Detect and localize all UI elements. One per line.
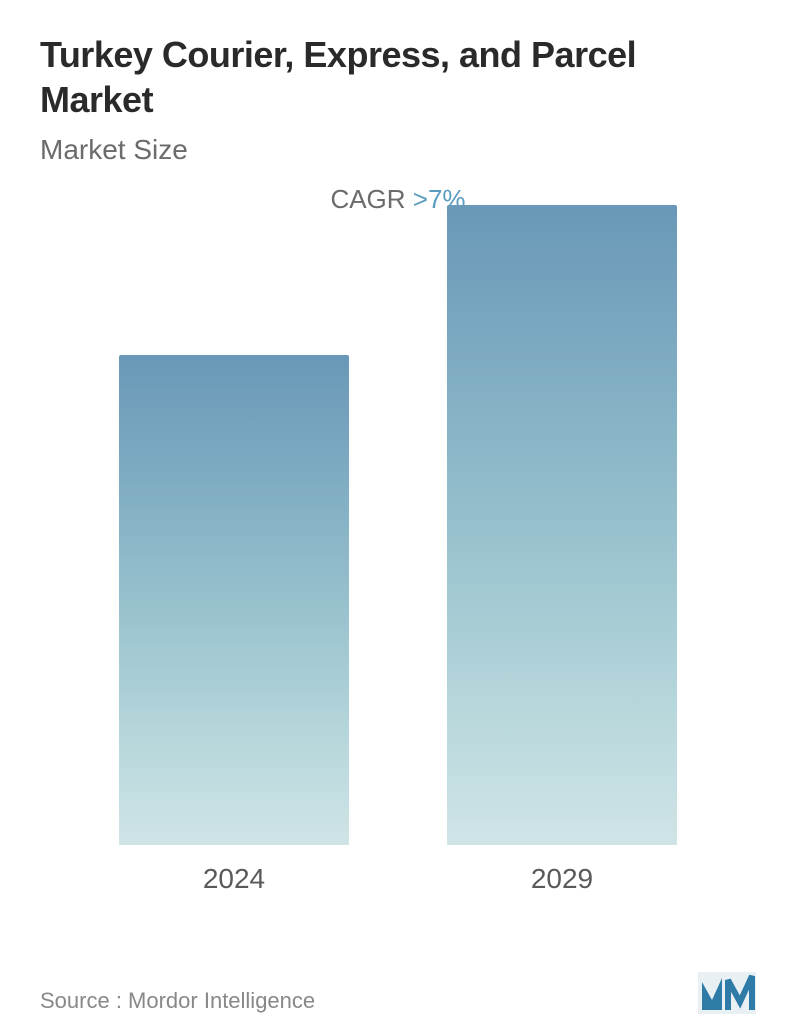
bar-group-2024: 2024 — [104, 355, 364, 895]
bar-group-2029: 2029 — [432, 205, 692, 895]
source-text: Source : Mordor Intelligence — [40, 988, 315, 1014]
mordor-logo-icon — [698, 972, 756, 1014]
chart-subtitle: Market Size — [40, 134, 756, 166]
bar-label-2024: 2024 — [203, 863, 265, 895]
bar-2029 — [447, 205, 677, 845]
bar-label-2029: 2029 — [531, 863, 593, 895]
chart-title: Turkey Courier, Express, and Parcel Mark… — [40, 32, 756, 122]
cagr-label: CAGR — [330, 184, 412, 214]
chart-footer: Source : Mordor Intelligence — [40, 972, 756, 1014]
bar-chart: 2024 2029 — [40, 225, 756, 895]
bar-2024 — [119, 355, 349, 845]
